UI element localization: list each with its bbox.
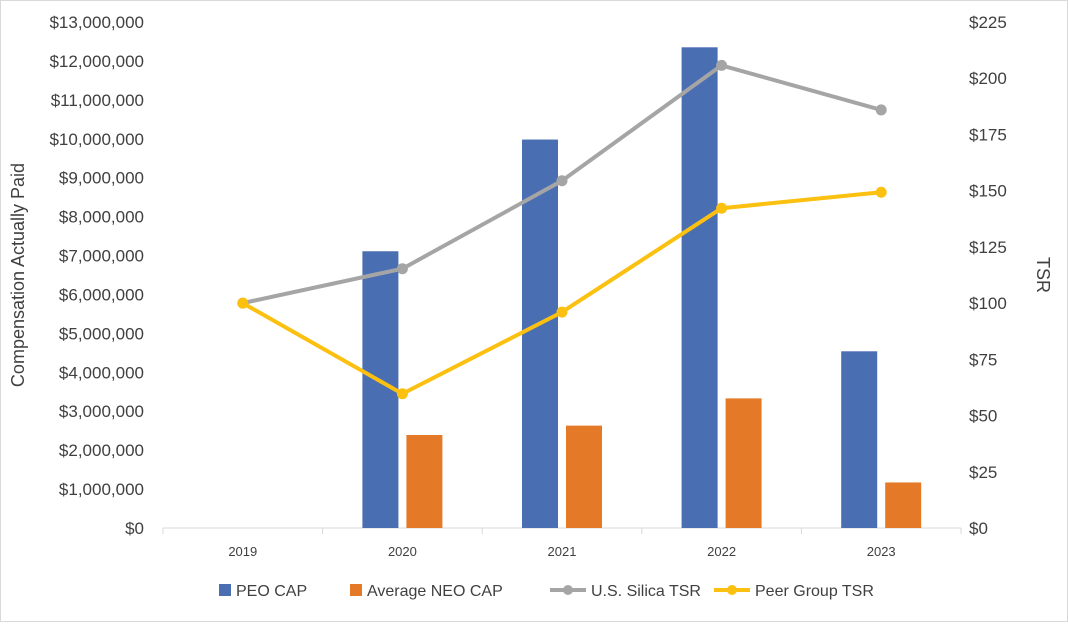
- point-peer-group-tsr: [875, 186, 887, 198]
- y2-tick-label: $175: [969, 125, 1007, 144]
- point-u-s-silica-tsr: [556, 175, 568, 187]
- y-tick-label: $6,000,000: [59, 285, 144, 304]
- y2-axis-title: TSR: [1033, 257, 1053, 293]
- x-tick-label: 2022: [707, 544, 736, 559]
- point-peer-group-tsr: [556, 306, 568, 318]
- bar-average-neo-cap: [725, 398, 762, 528]
- y-tick-label: $8,000,000: [59, 208, 144, 227]
- y-tick-label: $4,000,000: [59, 363, 144, 382]
- y-tick-label: $12,000,000: [49, 52, 144, 71]
- legend-swatch-average-neo-cap: [350, 584, 362, 596]
- point-u-s-silica-tsr: [396, 263, 408, 275]
- y2-tick-label: $25: [969, 463, 997, 482]
- bar-peo-cap: [681, 47, 718, 529]
- y-tick-label: $5,000,000: [59, 324, 144, 343]
- y-tick-label: $3,000,000: [59, 402, 144, 421]
- y-tick-label: $0: [125, 519, 144, 538]
- point-peer-group-tsr: [237, 297, 249, 309]
- legend: PEO CAP Average NEO CAP U.S. Silica TSR Pee…: [219, 583, 874, 600]
- line-peer-group-tsr: [241, 190, 882, 396]
- legend-marker-peer-group-tsr: [727, 585, 737, 595]
- y-tick-label: $11,000,000: [51, 91, 144, 110]
- bar-average-neo-cap: [566, 425, 602, 528]
- y-axis-title: Compensation Actually Paid: [8, 163, 28, 387]
- y2-tick-label: $50: [969, 407, 997, 426]
- y2-tick-label: $200: [969, 69, 1007, 88]
- y2-tick-label: $225: [969, 13, 1007, 32]
- y2-tick-label: $150: [969, 182, 1007, 201]
- bar-average-neo-cap: [885, 482, 922, 528]
- legend-marker-u-s-silica-tsr: [563, 585, 573, 595]
- point-peer-group-tsr: [716, 202, 728, 214]
- y2-tick-label: $125: [969, 238, 1007, 257]
- y2-tick-label: $0: [969, 519, 988, 538]
- y-tick-label: $1,000,000: [59, 480, 144, 499]
- x-tick-label: 2023: [867, 544, 896, 559]
- y2-tick-label: $100: [969, 294, 1007, 313]
- y2-tick-label: $75: [969, 350, 997, 369]
- x-tick-label: 2020: [388, 544, 417, 559]
- point-u-s-silica-tsr: [716, 59, 728, 71]
- legend-label: U.S. Silica TSR: [591, 583, 701, 600]
- bar-peo-cap: [841, 351, 878, 528]
- y-tick-label: $13,000,000: [49, 13, 144, 32]
- legend-label: Peer Group TSR: [755, 583, 874, 600]
- bar-average-neo-cap: [406, 434, 443, 528]
- bar-peo-cap: [522, 139, 558, 528]
- y-tick-label: $10,000,000: [49, 130, 144, 149]
- y-tick-label: $7,000,000: [59, 247, 144, 266]
- point-u-s-silica-tsr: [875, 104, 887, 116]
- x-tick-label: 2021: [548, 544, 577, 559]
- y-tick-label: $9,000,000: [59, 169, 144, 188]
- legend-label: Average NEO CAP: [367, 583, 503, 600]
- y-tick-label: $2,000,000: [59, 441, 144, 460]
- x-tick-label: 2019: [228, 544, 257, 559]
- legend-swatch-peo-cap: [219, 584, 231, 596]
- legend-label: PEO CAP: [236, 583, 307, 600]
- point-peer-group-tsr: [396, 388, 408, 400]
